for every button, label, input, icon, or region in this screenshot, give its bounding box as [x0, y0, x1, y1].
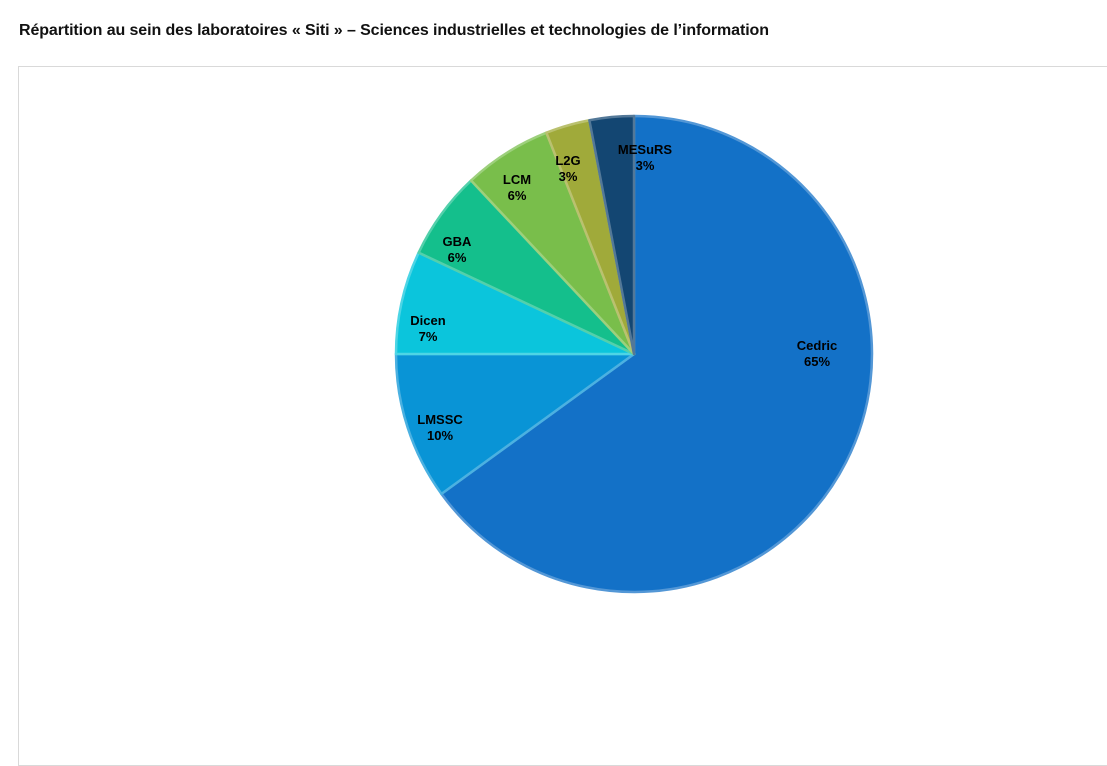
pie-slice-cedric[interactable]	[440, 114, 874, 594]
pie-slice-dicen[interactable]	[394, 251, 636, 356]
pie-slice-mesurs[interactable]	[588, 114, 636, 356]
page-title: Répartition au sein des laboratoires « S…	[19, 22, 769, 39]
pie-chart	[394, 114, 874, 594]
pie-slice-lmssc[interactable]	[394, 352, 636, 496]
